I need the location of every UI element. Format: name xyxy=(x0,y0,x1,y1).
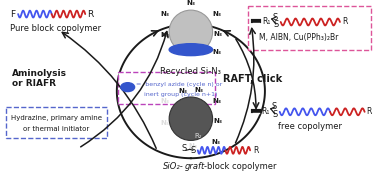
Text: =  benzyl azide (cycle n) or: = benzyl azide (cycle n) or xyxy=(136,82,222,87)
FancyBboxPatch shape xyxy=(6,107,107,138)
FancyBboxPatch shape xyxy=(248,6,370,50)
Text: -block copolymer: -block copolymer xyxy=(204,162,276,171)
Ellipse shape xyxy=(121,83,135,92)
Text: R: R xyxy=(342,18,347,26)
Text: RAFT, click: RAFT, click xyxy=(223,74,283,84)
Text: SiO₂-: SiO₂- xyxy=(163,162,184,171)
Text: N₃: N₃ xyxy=(186,0,195,6)
Text: R₂: R₂ xyxy=(195,132,203,138)
FancyBboxPatch shape xyxy=(118,72,215,104)
Circle shape xyxy=(169,97,212,141)
Text: S: S xyxy=(273,13,278,22)
Text: free copolymer: free copolymer xyxy=(278,122,342,131)
Text: Recycled Si-N₃: Recycled Si-N₃ xyxy=(160,67,221,76)
Text: N₃: N₃ xyxy=(213,118,222,124)
Text: M, AIBN, Cu(PPh₃)₂Br: M, AIBN, Cu(PPh₃)₂Br xyxy=(259,33,338,42)
Text: N₃: N₃ xyxy=(178,88,187,94)
Text: R: R xyxy=(253,146,259,155)
Ellipse shape xyxy=(169,44,212,56)
Text: N₃: N₃ xyxy=(212,98,221,104)
Text: N₃: N₃ xyxy=(161,120,170,126)
Text: N₃: N₃ xyxy=(212,11,221,17)
Text: R₁: R₁ xyxy=(261,107,270,116)
Text: Hydrazine, primary amine: Hydrazine, primary amine xyxy=(11,115,102,121)
Text: N₃: N₃ xyxy=(213,31,222,37)
Text: N₃: N₃ xyxy=(161,32,170,38)
Text: R: R xyxy=(367,107,372,116)
Text: graft: graft xyxy=(185,162,205,171)
Text: or RIAFR: or RIAFR xyxy=(12,79,56,88)
Text: R₁: R₁ xyxy=(262,18,270,26)
Circle shape xyxy=(169,10,212,54)
Text: F: F xyxy=(10,10,15,19)
Text: N₃: N₃ xyxy=(188,143,197,149)
Text: R: R xyxy=(87,10,93,19)
Text: N₃: N₃ xyxy=(161,11,170,17)
Text: S: S xyxy=(190,146,195,155)
Text: N₃: N₃ xyxy=(212,49,221,55)
Text: N₃: N₃ xyxy=(211,139,220,145)
Text: S: S xyxy=(272,102,277,111)
Text: S: S xyxy=(181,144,187,153)
Text: Aminolysis: Aminolysis xyxy=(12,69,67,78)
Text: inert group (cycle n+1): inert group (cycle n+1) xyxy=(136,92,217,97)
Text: N₃: N₃ xyxy=(194,87,203,93)
Text: Pure block copolymer: Pure block copolymer xyxy=(10,24,101,33)
Text: S: S xyxy=(273,110,278,119)
Text: or thermal initiator: or thermal initiator xyxy=(23,126,90,132)
Text: N₃: N₃ xyxy=(161,98,170,104)
Text: S: S xyxy=(274,20,279,29)
